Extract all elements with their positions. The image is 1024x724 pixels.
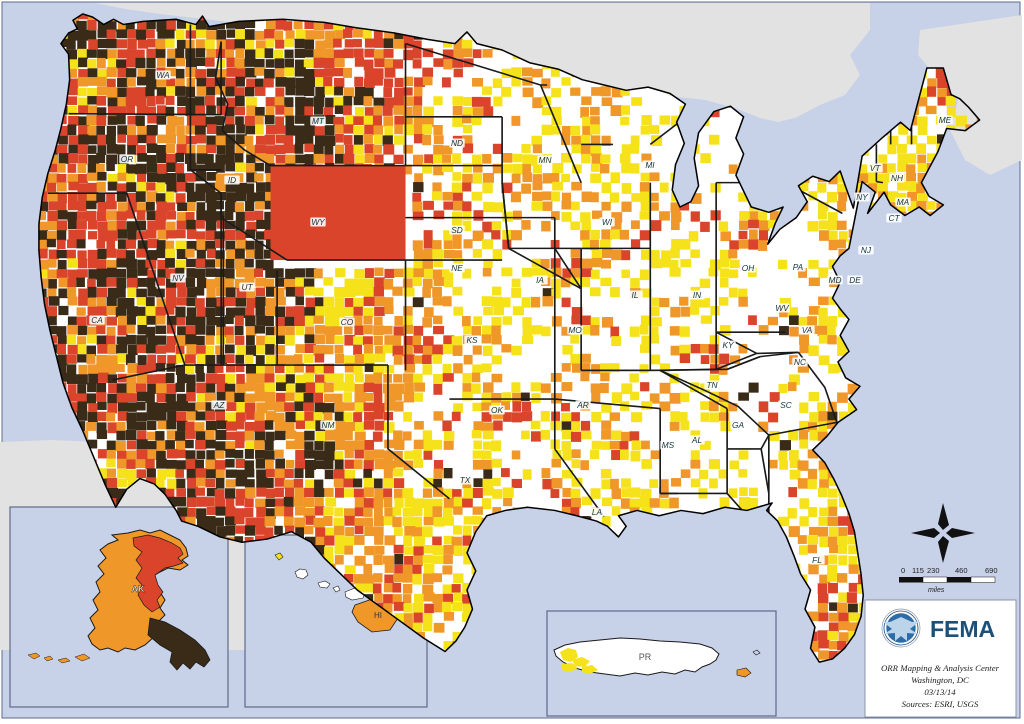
svg-text:03/13/14: 03/13/14 [924, 687, 956, 697]
svg-text:0: 0 [901, 566, 905, 575]
svg-text:miles: miles [928, 587, 945, 594]
svg-text:ORR Mapping & Analysis Center: ORR Mapping & Analysis Center [881, 663, 1000, 673]
svg-text:230: 230 [927, 566, 940, 575]
svg-text:Sources: ESRI, USGS: Sources: ESRI, USGS [902, 699, 979, 709]
svg-text:FEMA: FEMA [930, 616, 995, 642]
svg-text:690: 690 [985, 566, 998, 575]
svg-text:115: 115 [912, 566, 924, 575]
svg-text:Washington, DC: Washington, DC [911, 675, 969, 685]
svg-text:AK: AK [132, 584, 145, 594]
svg-text:HI: HI [374, 611, 382, 620]
svg-text:PR: PR [639, 652, 652, 662]
svg-text:460: 460 [955, 566, 968, 575]
